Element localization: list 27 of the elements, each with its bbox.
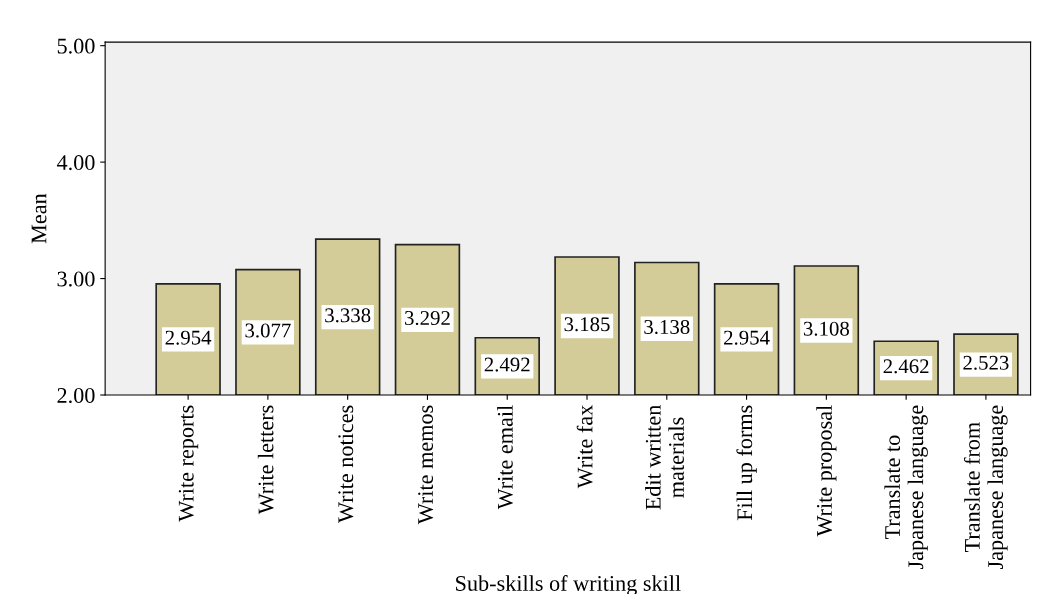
y-tick-label: 2.00 bbox=[57, 387, 95, 404]
data-label: 2.492 bbox=[484, 357, 530, 372]
data-label: 2.954 bbox=[724, 330, 770, 345]
x-tick-label: Write notices bbox=[338, 405, 354, 523]
data-label: 3.185 bbox=[564, 317, 610, 332]
data-label: 3.108 bbox=[803, 321, 849, 336]
data-label: 2.462 bbox=[883, 359, 929, 374]
data-label: 2.954 bbox=[165, 330, 212, 345]
x-tick-label: Write letters bbox=[257, 405, 274, 515]
x-tick-label: Edit written materials bbox=[645, 405, 684, 510]
x-tick-label: Write reports bbox=[178, 405, 199, 522]
data-label: 3.338 bbox=[325, 308, 371, 323]
x-tick-label: Write email bbox=[497, 405, 513, 510]
data-label: 3.138 bbox=[644, 319, 690, 335]
data-label: 3.292 bbox=[405, 311, 450, 326]
y-tick-label: 4.00 bbox=[56, 155, 95, 171]
x-tick-label: Translate from Japanese language bbox=[963, 405, 1008, 570]
x-tick-label: Write proposal bbox=[816, 405, 837, 537]
y-axis-title: Mean bbox=[31, 193, 47, 244]
x-tick-label: Write fax bbox=[576, 405, 593, 489]
x-tick-label: Fill up forms bbox=[736, 405, 757, 521]
y-tick-label: 3.00 bbox=[57, 271, 95, 287]
x-tick-label: Write memos bbox=[418, 405, 434, 525]
data-label: 3.077 bbox=[245, 323, 291, 338]
x-tick-label: Translate to Japanese language bbox=[884, 405, 928, 570]
y-tick-label: 5.00 bbox=[57, 38, 95, 54]
data-label: 2.523 bbox=[963, 355, 1009, 370]
